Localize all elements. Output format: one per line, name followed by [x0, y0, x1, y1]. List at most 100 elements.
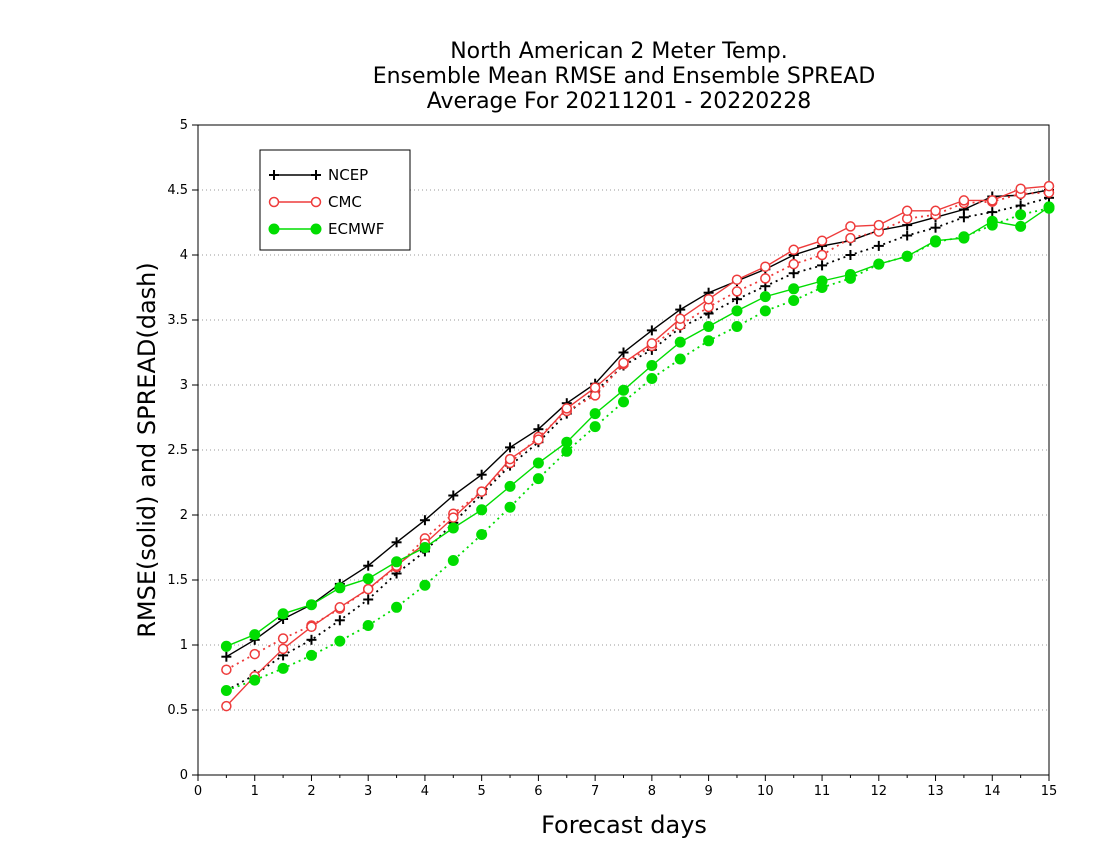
cmc-rmse-point	[901, 205, 913, 217]
ecmwf-rmse-point	[476, 504, 488, 516]
ncep-rmse-point	[419, 515, 430, 526]
cmc-rmse-point	[1015, 183, 1026, 194]
ncep-spread-point	[902, 230, 913, 241]
ecmwf-rmse-point	[618, 384, 629, 396]
x-tick-label: 4	[421, 784, 429, 799]
ecmwf-spread-point	[788, 295, 800, 306]
cmc-rmse-point	[845, 221, 856, 232]
x-tick-label: 14	[984, 784, 1001, 799]
ecmwf-spread-point	[334, 635, 346, 647]
x-tick-label: 9	[704, 784, 712, 799]
x-axis: 0 1 2 3 4 5 6 7 8 9 10 11 12 13 14 15	[194, 775, 1057, 799]
ecmwf-spread-point	[589, 421, 601, 433]
ecmwf-rmse-point	[986, 215, 998, 227]
ncep-spread-point	[930, 222, 941, 233]
y-tick-label: 0.5	[167, 703, 188, 718]
y-axis: 0 0.5 1 1.5 2 2.5 3 3.5 4 4.5 5	[167, 118, 198, 783]
ecmwf-rmse-point	[1015, 220, 1027, 232]
ecmwf-rmse-point	[419, 542, 431, 553]
ecmwf-rmse-point	[532, 457, 544, 469]
ecmwf-rmse-point	[646, 360, 658, 371]
chart-title: North American 2 Meter Temp. Ensemble Me…	[373, 39, 876, 114]
ncep-rmse-line	[226, 189, 1050, 658]
ecmwf-rmse-point	[249, 629, 261, 641]
ecmwf-rmse-point	[220, 640, 232, 652]
ncep-rmse-point	[476, 469, 487, 480]
cmc-spread-point	[277, 633, 289, 644]
cmc-rmse-point	[533, 434, 544, 445]
ecmwf-rmse-point	[788, 283, 800, 295]
ncep-rmse-point	[505, 442, 516, 453]
ecmwf-rmse-line	[226, 206, 1050, 647]
cmc-rmse-point	[221, 700, 232, 712]
ecmwf-spread-point	[305, 649, 317, 661]
ecmwf-spread-point	[419, 579, 431, 591]
x-tick-label: 12	[871, 784, 888, 799]
ecmwf-spread-point	[249, 674, 261, 686]
legend-ecmwf-marker	[268, 223, 280, 235]
ecmwf-spread-line	[226, 207, 1050, 692]
gridlines	[198, 189, 1049, 711]
ecmwf-rmse-point	[561, 436, 573, 448]
ncep-rmse-point	[448, 490, 459, 501]
y-tick-label: 5	[180, 118, 188, 133]
legend-ncep-label: NCEP	[328, 166, 368, 184]
ncep-spread-line	[225, 196, 1050, 692]
ecmwf-rmse-point	[391, 556, 403, 568]
ncep-spread-point	[363, 594, 374, 605]
cmc-rmse-point	[618, 357, 629, 369]
ecmwf-rmse-point	[731, 305, 743, 317]
ncep-rmse-point	[675, 304, 686, 315]
cmc-spread-point	[731, 286, 743, 297]
ecmwf-spread-point	[674, 353, 686, 365]
cmc-rmse-point	[306, 621, 317, 633]
cmc-rmse-point	[731, 274, 743, 285]
ecmwf-spread-point	[447, 555, 459, 566]
chart-title-line-3: Average For 20211201 - 20220228	[427, 89, 812, 114]
x-tick-label: 0	[194, 784, 202, 799]
chart-title-line-2: Ensemble Mean RMSE and Ensemble SPREAD	[373, 64, 876, 89]
cmc-rmse-point	[334, 602, 346, 613]
x-tick-label: 8	[648, 784, 656, 799]
ncep-spread-point	[845, 250, 856, 260]
cmc-spread-point	[816, 249, 828, 261]
cmc-rmse-point	[476, 486, 487, 497]
ecmwf-rmse-point	[816, 275, 828, 287]
ncep-rmse-point	[221, 651, 232, 662]
y-tick-label: 1.5	[167, 573, 188, 588]
ecmwf-spread-point	[703, 335, 715, 347]
x-tick-label: 5	[478, 784, 486, 799]
cmc-rmse-point	[930, 205, 941, 217]
ecmwf-spread-point	[504, 501, 516, 513]
ecmwf-rmse-point	[873, 258, 885, 270]
ncep-rmse-point	[363, 560, 374, 571]
cmc-rmse-line	[225, 185, 1050, 707]
cmc-rmse-point	[703, 293, 714, 305]
x-tick-label: 15	[1041, 784, 1058, 799]
y-tick-label: 1	[180, 638, 188, 653]
series-layer	[220, 180, 1055, 712]
cmc-rmse-point	[987, 195, 998, 206]
legend-box	[259, 149, 411, 251]
legend-cmc-marker	[310, 196, 322, 208]
ecmwf-rmse-point	[504, 480, 516, 492]
ncep-rmse-point	[618, 347, 629, 358]
ncep-spread-point	[1015, 200, 1026, 211]
cmc-rmse-point	[1043, 180, 1055, 192]
ecmwf-spread-point	[646, 373, 658, 384]
cmc-rmse-point	[816, 235, 828, 246]
x-tick-label: 1	[251, 784, 259, 799]
cmc-spread-line	[225, 191, 1050, 671]
ncep-rmse-point	[646, 325, 657, 336]
y-tick-label: 3.5	[167, 313, 188, 328]
cmc-rmse-point	[958, 195, 970, 206]
ncep-spread-point	[987, 207, 998, 218]
chart-title-line-1: North American 2 Meter Temp.	[450, 39, 788, 64]
legend-ecmwf-label: ECMWF	[328, 220, 384, 238]
ecmwf-rmse-point	[901, 250, 913, 262]
ecmwf-rmse-point	[844, 269, 856, 280]
x-tick-label: 7	[591, 784, 599, 799]
ecmwf-rmse-point	[674, 336, 686, 348]
x-tick-label: 11	[814, 784, 831, 799]
cmc-spread-point	[788, 258, 799, 270]
